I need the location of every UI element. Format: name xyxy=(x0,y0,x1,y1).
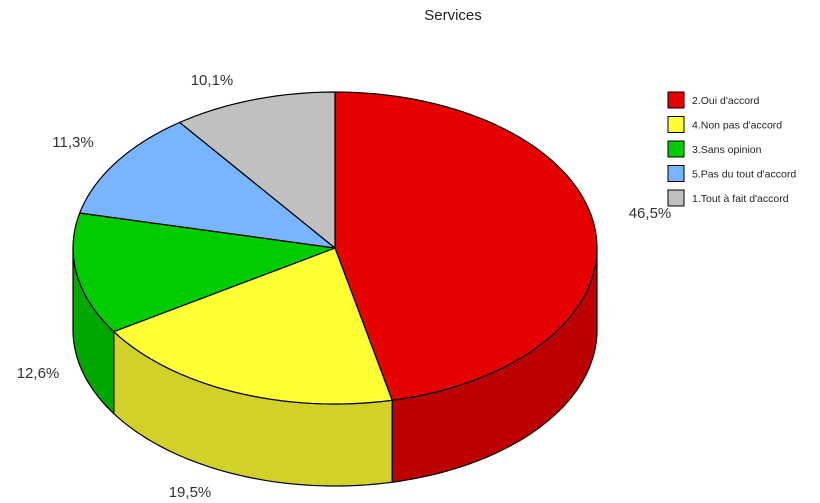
legend-item: 5.Pas du tout d'accord xyxy=(667,165,796,182)
data-label-4: 11,3% xyxy=(52,134,93,151)
chart-title: Services xyxy=(424,7,482,24)
pie-slice-1 xyxy=(334,91,598,401)
legend-label: 1.Tout à fait d'accord xyxy=(692,193,789,205)
legend: 2.Oui d'accord 4.Non pas d'accord 3.Sans o… xyxy=(667,91,796,207)
data-label-2: 19,5% xyxy=(169,484,212,501)
legend-label: 3.Sans opinion xyxy=(692,144,762,156)
pie-slice-2 xyxy=(113,247,393,405)
legend-swatch xyxy=(667,165,685,182)
pie-slice-5 xyxy=(179,91,336,249)
legend-item: 4.Non pas d'accord xyxy=(667,116,782,133)
pie-top-faces xyxy=(72,91,598,405)
data-label-1: 46,5% xyxy=(629,205,672,222)
legend-label: 5.Pas du tout d'accord xyxy=(692,169,796,181)
legend-item: 1.Tout à fait d'accord xyxy=(667,189,789,207)
data-label-5: 10,1% xyxy=(191,72,234,89)
data-labels: 46,5% 19,5% 12,6% 11,3% 10,1% xyxy=(17,72,672,501)
legend-label: 4.Non pas d'accord xyxy=(692,120,782,132)
legend-label: 2.Oui d'accord xyxy=(692,95,760,107)
legend-item: 2.Oui d'accord xyxy=(667,91,760,109)
legend-swatch xyxy=(667,91,685,109)
pie-slice-4 xyxy=(79,121,336,249)
legend-swatch xyxy=(667,116,685,133)
legend-swatch xyxy=(667,189,685,207)
pie-slice-3 xyxy=(72,212,336,333)
data-label-3: 12,6% xyxy=(17,365,60,382)
legend-item: 3.Sans opinion xyxy=(667,140,762,158)
legend-swatch xyxy=(667,140,685,158)
